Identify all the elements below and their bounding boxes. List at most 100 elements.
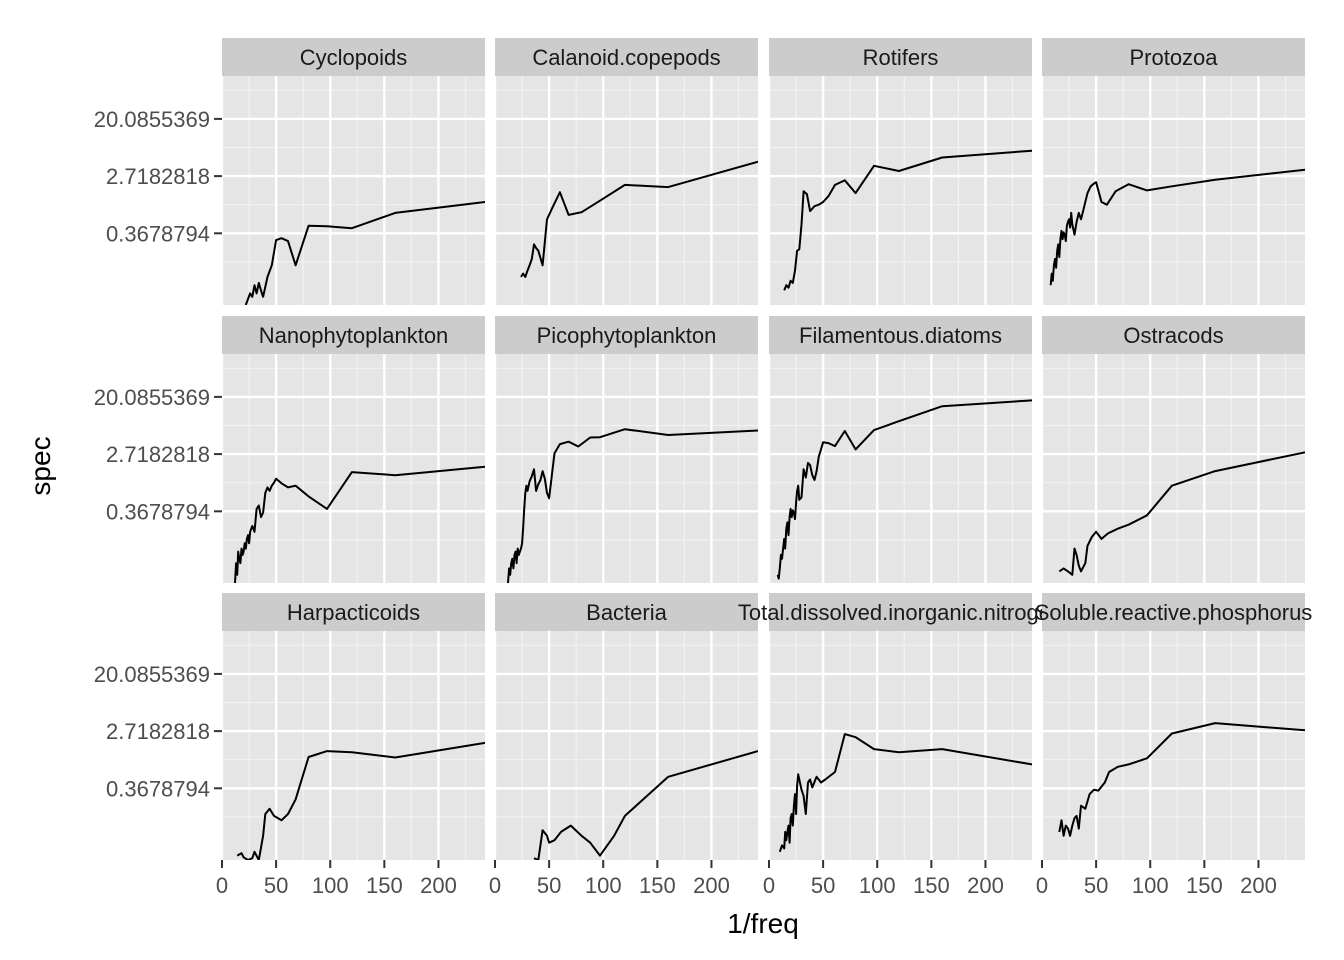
x-tick-label: 50 [264,873,288,898]
series-line-nanophytoplankton [234,465,485,583]
x-tick-label: 100 [859,873,896,898]
x-tick-label: 150 [913,873,950,898]
facet-nanophytoplankton: Nanophytoplankton [222,316,485,583]
x-tick-label: 50 [537,873,561,898]
series-line-bacteria [533,750,758,860]
x-tick-label: 100 [1132,873,1169,898]
y-tick-label: 0.3678794 [106,499,210,524]
plot-background [769,631,1032,860]
facet-soluble-reactive-phosphorus: Soluble.reactive.phosphorus [1035,593,1313,860]
x-tick-label: 50 [1084,873,1108,898]
plot-background [495,354,758,583]
x-tick-label: 150 [1186,873,1223,898]
plot-background [222,354,485,583]
facet-bacteria: Bacteria [495,593,758,860]
facet-strip-label: Protozoa [1129,45,1218,70]
facet-strip-label: Picophytoplankton [537,323,717,348]
gridlines [1042,354,1305,583]
y-tick-label: 0.3678794 [106,221,210,246]
y-tick-label: 2.7182818 [106,719,210,744]
facet-strip [1042,38,1305,76]
facet-strip-label: Rotifers [863,45,939,70]
gridlines [222,76,485,305]
facet-strip [222,593,485,631]
y-tick-label: 20.0855369 [94,107,210,132]
plot-background [495,76,758,305]
plot-background [222,631,485,860]
x-tick-label: 0 [1036,873,1048,898]
facet-strip [222,316,485,354]
facet-filamentous-diatoms: Filamentous.diatoms [769,316,1032,583]
facet-strip [769,593,1032,631]
facet-panels: Cyclopoids Calanoid.copepods Rotifers Proto… [222,38,1312,860]
x-tick-label: 200 [967,873,1004,898]
gridlines [1042,631,1305,860]
gridlines [222,354,485,583]
gridlines [769,354,1032,583]
facet-protozoa: Protozoa [1042,38,1305,305]
facet-strip-label: Harpacticoids [287,600,420,625]
facet-strip-label: Calanoid.copepods [532,45,720,70]
y-tick-label: 2.7182818 [106,164,210,189]
plot-background [495,631,758,860]
x-tick-label: 200 [1240,873,1277,898]
series-line-cyclopoids [244,201,485,305]
facet-strip [1042,316,1305,354]
y-tick-label: 2.7182818 [106,442,210,467]
x-tick-label: 100 [585,873,622,898]
x-axis-label: 1/freq [727,908,799,939]
facet-strip [495,593,758,631]
series-line-total-dissolved-inorganic-nitrogen [778,733,1032,853]
y-axis: 0.3678794 2.7182818 20.0855369 0.3678794 2.7… [94,107,222,801]
facet-strip-label: Cyclopoids [300,45,408,70]
plot-background [1042,631,1305,860]
facet-strip-label: Total.dissolved.inorganic.nitrogen [738,600,1063,625]
x-tick-label: 200 [420,873,457,898]
series-line-calanoid-copepods [520,160,758,278]
facet-strip [769,38,1032,76]
gridlines [769,76,1032,305]
series-line-soluble-reactive-phosphorus [1058,722,1305,837]
x-tick-label: 100 [312,873,349,898]
facet-strip [495,38,758,76]
facet-strip-label: Bacteria [586,600,667,625]
plot-background [1042,76,1305,305]
facet-picophytoplankton: Picophytoplankton [495,316,758,583]
facet-rotifers: Rotifers [769,38,1032,305]
facet-strip [769,316,1032,354]
facet-strip [1042,593,1305,631]
x-tick-label: 150 [639,873,676,898]
y-tick-label: 20.0855369 [94,662,210,687]
x-tick-label: 0 [489,873,501,898]
gridlines [1042,76,1305,305]
series-line-ostracods [1058,451,1305,576]
gridlines [495,631,758,860]
facet-total-dissolved-inorganic-nitrogen: Total.dissolved.inorganic.nitrogen [738,593,1063,860]
facet-ostracods: Ostracods [1042,316,1305,583]
x-tick-label: 0 [216,873,228,898]
gridlines [495,354,758,583]
plot-background [769,354,1032,583]
facet-strip-label: Nanophytoplankton [259,323,449,348]
facet-cyclopoids: Cyclopoids [222,38,485,305]
x-tick-label: 200 [693,873,730,898]
facet-calanoid-copepods: Calanoid.copepods [495,38,758,305]
facet-harpacticoids: Harpacticoids [222,593,485,860]
series-line-harpacticoids [236,741,485,860]
x-tick-label: 0 [763,873,775,898]
series-line-filamentous-diatoms [776,399,1032,580]
plot-background [222,76,485,305]
facet-strip-label: Filamentous.diatoms [799,323,1002,348]
x-axis: 0 50 100 150 200 0 50 100 150 200 0 50 100 150 200 0 50 1… [216,860,1277,898]
x-tick-label: 50 [811,873,835,898]
plot-background [769,76,1032,305]
y-tick-label: 0.3678794 [106,776,210,801]
facet-strip-label: Soluble.reactive.phosphorus [1035,600,1313,625]
facet-strip-label: Ostracods [1123,323,1223,348]
facet-strip [495,316,758,354]
plot-background [1042,354,1305,583]
series-line-picophytoplankton [507,428,758,583]
y-axis-label: spec [25,436,56,495]
series-line-rotifers [783,149,1032,291]
